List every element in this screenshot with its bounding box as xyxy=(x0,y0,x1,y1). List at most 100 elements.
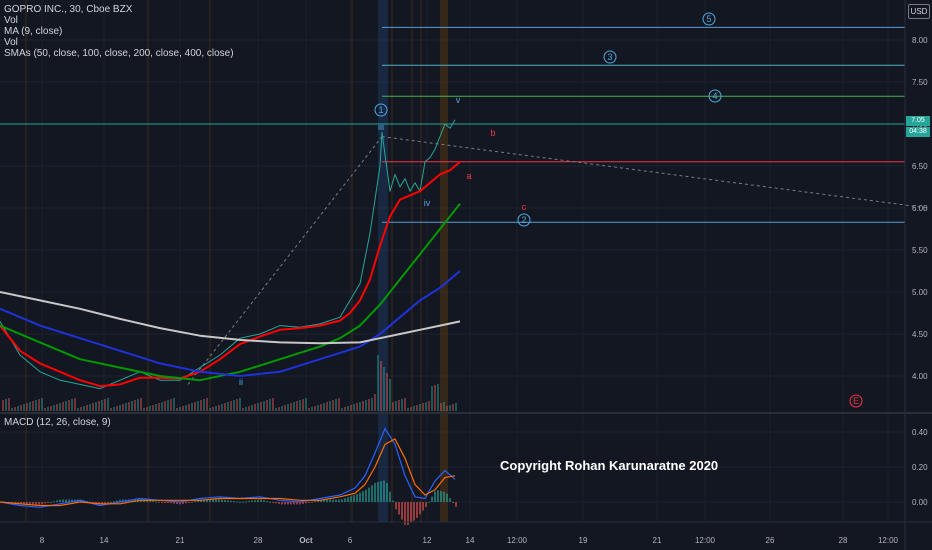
volume-bar xyxy=(335,399,337,411)
volume-bar xyxy=(17,406,19,411)
volume-bar xyxy=(323,403,325,411)
annotation-circle-2: 2 xyxy=(517,213,531,227)
volume-bar xyxy=(263,401,265,411)
macd-histogram-bar xyxy=(407,502,409,526)
legend: GOPRO INC., 30, Cboe BZX Vol MA (9, clos… xyxy=(4,4,234,59)
y-tick-label: 7.50 xyxy=(912,78,928,87)
series-sma-50 xyxy=(0,203,461,382)
macd-histogram-bar xyxy=(278,502,280,504)
macd-legend[interactable]: MACD (12, 26, close, 9) xyxy=(4,417,111,428)
volume-bar xyxy=(179,407,181,411)
volume-bar xyxy=(413,406,415,411)
volume-bar xyxy=(383,367,385,411)
volume-bar xyxy=(338,398,340,411)
macd-histogram-bar xyxy=(302,502,304,504)
macd-histogram-bar xyxy=(224,500,226,502)
volume-bar xyxy=(26,403,28,411)
volume-bar xyxy=(2,400,4,411)
volume-bar xyxy=(71,399,73,411)
volume-bar xyxy=(392,402,394,411)
copyright-text: Copyright Rohan Karunaratne 2020 xyxy=(500,458,719,473)
volume-bar xyxy=(347,406,349,411)
volume-bar xyxy=(194,402,196,411)
volume-bar xyxy=(275,408,277,411)
volume-bar xyxy=(62,402,64,411)
volume-bar xyxy=(410,407,412,411)
volume-bar xyxy=(374,394,376,411)
volume-bar xyxy=(395,401,397,411)
x-tick-label: 12:00 xyxy=(695,536,716,545)
volume-bar xyxy=(92,403,94,411)
volume-bar xyxy=(428,401,430,411)
macd-histogram-bar xyxy=(227,500,229,502)
macd-histogram-bar xyxy=(392,500,394,502)
macd-histogram-bar xyxy=(428,501,430,503)
macd-histogram-bar xyxy=(146,500,148,502)
volume-bar xyxy=(215,406,217,411)
macd-histogram-bar xyxy=(368,487,370,502)
y-tick-label: 5.50 xyxy=(912,246,928,255)
volume-bar xyxy=(185,405,187,411)
macd-histogram-bar xyxy=(68,499,70,502)
volume-bar xyxy=(353,404,355,411)
symbol-title[interactable]: GOPRO INC., 30, Cboe BZX xyxy=(4,4,133,15)
macd-histogram-bar xyxy=(164,502,166,503)
macd-histogram-bar xyxy=(143,499,145,502)
session-band xyxy=(378,0,388,522)
indicator-smas[interactable]: SMAs (50, close, 100, close, 200, close,… xyxy=(4,48,234,59)
macd-histogram-bar xyxy=(185,502,187,504)
annotation-label-iv: iv xyxy=(424,198,431,208)
volume-bar xyxy=(41,398,43,411)
macd-histogram-bar xyxy=(266,501,268,503)
volume-bar xyxy=(167,400,169,411)
volume-bar xyxy=(434,385,436,411)
macd-histogram-bar xyxy=(338,499,340,502)
currency-button[interactable]: USD xyxy=(908,4,930,19)
trend-line-down xyxy=(381,136,929,209)
macd-histogram-bar xyxy=(446,493,448,502)
volume-bar xyxy=(59,403,61,411)
volume-bar xyxy=(239,398,241,411)
volume-bar xyxy=(206,398,208,411)
macd-y-tick-label: 0.40 xyxy=(912,428,928,437)
y-tick-label: 4.50 xyxy=(912,330,928,339)
macd-histogram-bar xyxy=(110,502,112,503)
macd-histogram-bar xyxy=(437,490,439,502)
x-tick-label: 28 xyxy=(839,536,848,545)
annotation-ring xyxy=(708,89,722,103)
macd-histogram-bar xyxy=(299,502,301,505)
macd-histogram-bar xyxy=(173,502,175,504)
volume-bar xyxy=(128,402,130,411)
indicator-ma[interactable]: MA (9, close) xyxy=(4,26,63,37)
macd-histogram-bar xyxy=(374,483,376,502)
macd-histogram-bar xyxy=(89,501,91,503)
trend-lines[interactable] xyxy=(187,136,929,385)
annotation-ring xyxy=(849,394,863,408)
indicator-vol[interactable]: Vol xyxy=(4,15,18,26)
volume-bar xyxy=(140,398,142,411)
annotation-text: ii xyxy=(239,377,243,387)
volume-bar xyxy=(47,407,49,411)
volume-bar xyxy=(68,400,70,411)
annotation-text: v xyxy=(456,95,461,105)
macd-histogram-bar xyxy=(416,502,418,518)
volume-bar xyxy=(329,401,331,411)
series-price xyxy=(0,119,456,390)
macd-histogram-bar xyxy=(218,499,220,502)
macd-histogram-bar xyxy=(260,499,262,502)
price-series xyxy=(0,119,461,390)
annotation-circle-E: E xyxy=(849,394,863,408)
macd-histogram-bar xyxy=(371,485,373,502)
trend-line-up xyxy=(187,136,383,385)
volume-bar xyxy=(443,402,445,411)
macd-histogram-bar xyxy=(182,502,184,504)
macd-histogram-bar xyxy=(107,502,109,503)
x-tick-label: 28 xyxy=(254,536,263,545)
indicator-vol-2[interactable]: Vol xyxy=(4,37,18,48)
volume-bar xyxy=(14,407,16,411)
volume-bar xyxy=(197,401,199,411)
annotation-text: 5 xyxy=(706,14,711,24)
